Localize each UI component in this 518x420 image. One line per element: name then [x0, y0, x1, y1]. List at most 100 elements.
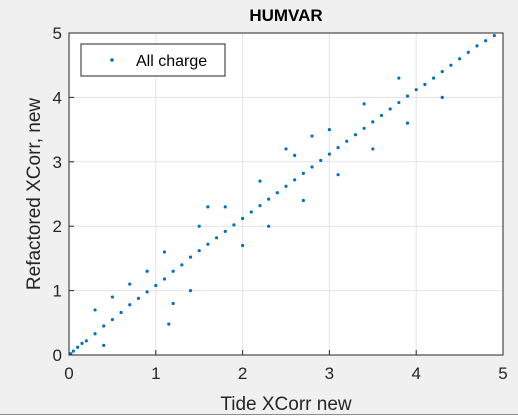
data-point	[466, 50, 470, 54]
x-axis-label: Tide XCorr new	[220, 394, 352, 415]
x-tick-label: 4	[411, 364, 420, 383]
data-point	[110, 295, 114, 299]
data-point	[206, 205, 210, 209]
data-point	[431, 76, 436, 80]
data-point	[188, 255, 193, 259]
data-point	[414, 88, 418, 92]
legend: All charge	[80, 43, 226, 77]
data-point	[171, 269, 175, 273]
y-tick-label: 5	[53, 24, 62, 43]
data-point	[484, 39, 488, 43]
data-point	[345, 139, 349, 143]
data-point	[197, 224, 201, 228]
data-point	[293, 153, 297, 157]
data-point	[76, 345, 80, 349]
data-point	[310, 165, 314, 169]
x-axis-ticks: 0 1 2 3 4 5	[64, 350, 508, 383]
data-point	[397, 100, 401, 105]
data-point	[458, 57, 462, 61]
data-point	[362, 126, 366, 130]
data-point	[405, 121, 410, 125]
data-point	[371, 120, 375, 124]
data-point	[128, 303, 132, 307]
data-point	[336, 173, 340, 177]
legend-label: All charge	[136, 53, 207, 70]
y-axis-ticks: 0 1 2 3 4 5	[53, 24, 74, 365]
y-axis-label: Refactored XCorr, new	[24, 98, 45, 290]
data-point	[223, 205, 227, 209]
data-point	[180, 263, 184, 267]
data-point	[353, 133, 358, 137]
y-tick-label: 4	[53, 88, 62, 107]
data-point	[405, 94, 410, 98]
data-point	[475, 44, 479, 48]
data-point	[110, 317, 114, 322]
data-point	[80, 341, 84, 346]
data-point	[258, 203, 262, 208]
data-point	[336, 146, 340, 150]
data-point	[284, 184, 288, 188]
data-point	[214, 236, 219, 240]
data-point	[362, 102, 366, 106]
y-tick-label: 2	[53, 217, 62, 236]
data-point	[167, 322, 171, 326]
data-point	[449, 63, 453, 67]
x-tick-label: 2	[238, 364, 247, 383]
data-point	[249, 210, 253, 214]
data-point	[397, 76, 401, 80]
data-point	[275, 191, 279, 195]
data-point	[423, 82, 427, 87]
data-point	[71, 349, 75, 353]
data-point	[293, 178, 297, 182]
data-point	[145, 269, 149, 273]
data-point	[128, 282, 132, 286]
data-point	[371, 147, 375, 151]
data-point	[241, 216, 245, 221]
y-tick-label: 0	[53, 346, 62, 365]
data-point	[440, 95, 444, 99]
legend-box	[80, 43, 226, 77]
data-point	[102, 343, 106, 347]
data-points	[69, 33, 496, 356]
data-point	[136, 296, 141, 300]
data-point	[301, 171, 305, 175]
chart-title: HUMVAR	[249, 6, 322, 25]
data-point	[145, 290, 149, 294]
x-tick-label: 3	[325, 364, 334, 383]
data-point	[440, 70, 444, 74]
window-bottom-strip	[0, 414, 518, 420]
data-point	[492, 33, 496, 38]
data-point	[258, 179, 262, 183]
data-point	[284, 147, 288, 151]
x-tick-label: 1	[151, 364, 160, 383]
data-point	[197, 249, 201, 253]
x-tick-label: 5	[498, 364, 507, 383]
data-point	[301, 198, 305, 203]
data-point	[93, 308, 97, 312]
data-point	[379, 113, 384, 118]
data-point	[223, 229, 227, 233]
data-point	[267, 197, 271, 201]
y-tick-label: 3	[53, 153, 62, 172]
data-point	[162, 250, 167, 254]
data-point	[119, 310, 123, 315]
data-point	[388, 107, 392, 111]
data-point	[319, 158, 323, 163]
data-point	[102, 324, 106, 328]
data-point	[232, 223, 236, 227]
data-point	[206, 242, 210, 246]
plot-frame	[68, 32, 504, 356]
plot-area	[69, 33, 503, 355]
data-point	[188, 289, 193, 293]
data-point	[310, 134, 314, 138]
data-point	[267, 224, 271, 228]
data-point	[327, 128, 331, 132]
data-point	[241, 243, 245, 248]
y-tick-label: 1	[53, 282, 62, 301]
data-point	[171, 301, 175, 306]
x-tick-label: 0	[64, 364, 73, 383]
legend-marker	[110, 58, 114, 62]
data-point	[93, 332, 97, 336]
data-point	[154, 283, 158, 288]
